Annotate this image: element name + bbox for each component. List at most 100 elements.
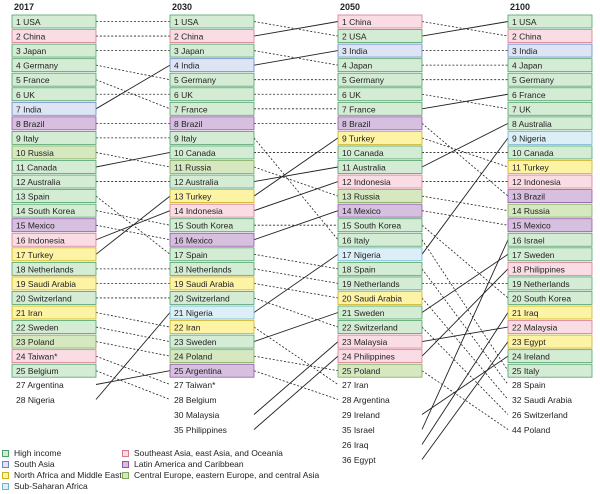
rank-label-2100-32-saudi-arabia: 32 Saudi Arabia [512,395,572,405]
rank-label-2030-19-saudi-arabia: 19 Saudi Arabia [174,279,234,289]
rank-box-2030-4-india [169,58,255,73]
rank-label-2030-20-switzerland: 20 Switzerland [174,293,230,303]
legend-item-sub-saharan: Sub-Saharan Africa [2,481,122,492]
rank-box-2050-22-switzerland [337,320,423,334]
connector-2030-2050-12 [253,137,339,197]
rank-label-2050-29-ireland: 29 Ireland [342,410,380,420]
rank-box-2030-17-spain [169,247,255,262]
rank-label-2100-13-brazil: 13 Brazil [512,192,545,202]
connector-2050-2100-13 [421,210,509,226]
rank-label-2050-21-sweden: 21 Sweden [342,308,385,318]
rank-label-2030-28-belgium: 28 Belgium [174,395,217,405]
rank-box-2017-19-saudi-arabia [11,276,97,291]
connector-2030-2050-26 [253,355,339,430]
rank-label-2017-17-turkey: 17 Turkey [16,250,54,260]
rank-label-2017-10-russia: 10 Russia [16,148,54,158]
legend: High income South Asia North Africa and … [2,448,598,494]
rank-label-2017-20-switzerland: 20 Switzerland [16,293,72,303]
rank-label-2030-17-spain: 17 Spain [174,250,208,260]
column-2050: 2050 1 China 2 USA 3 India 4 Japan 5 Germany 6… [337,2,423,465]
rank-label-2050-24-philippines: 24 Philippines [342,352,395,362]
rank-box-2017-15-mexico [11,218,97,233]
rank-label-2030-16-mexico: 16 Mexico [174,235,213,245]
rank-label-2017-11-canada: 11 Canada [16,163,57,173]
connector-2017-2030-9 [95,152,171,168]
rank-label-2030-3-japan: 3 Japan [174,46,205,56]
rank-box-2030-21-nigeria [169,305,255,320]
rank-label-2017-23-poland: 23 Poland [16,337,55,347]
connector-2050-2100-19 [421,297,509,400]
connector-2030-2050-8 [253,137,339,241]
rank-label-2030-1-usa: 1 USA [174,17,199,27]
rank-box-2030-8-brazil [169,116,255,131]
rank-box-2017-10-russia [11,145,97,160]
rank-box-2050-18-spain [337,261,423,276]
rank-label-2030-22-iran: 22 Iran [174,323,201,333]
rank-box-2017-20-switzerland [11,291,97,305]
rank-box-2100-4-japan [507,58,593,73]
swatch-north-africa [2,472,9,479]
rank-box-2030-7-france [169,101,255,116]
rank-label-2100-3-india: 3 India [512,46,538,56]
column-2030: 2030 1 USA 2 China 3 Japan 4 India 5 Germany 6… [169,2,255,435]
rank-label-2050-28-argentina: 28 Argentina [342,395,390,405]
connector-2017-2030-14 [95,224,171,241]
rank-label-2017-16-indonesia: 16 Indonesia [16,235,65,245]
rank-box-2030-16-mexico [169,232,255,247]
connector-2050-2100-7 [421,123,509,197]
rank-label-2017-21-iran: 21 Iran [16,308,43,318]
rank-label-2030-11-russia: 11 Russia [174,163,211,173]
rank-label-2100-28-spain: 28 Spain [512,380,546,390]
rank-label-2100-12-indonesia: 12 Indonesia [512,177,561,187]
connector-2050-2100-15 [421,239,509,371]
connector-2017-2030-24 [95,370,171,400]
rank-label-2100-18-philippines: 18 Philippines [512,264,565,274]
rank-label-2030-18-netherlands: 18 Netherlands [174,264,232,274]
connector-2030-2050-25 [253,341,339,415]
rank-label-2050-15-south-korea: 15 South Korea [342,221,401,231]
year-header-2050: 2050 [340,2,360,12]
rank-label-2017-24-taiwan: 24 Taiwan* [16,352,58,362]
rank-box-2030-13-turkey [169,189,255,204]
connector-2030-2050-20 [253,253,339,313]
rank-box-2050-2-usa [337,29,423,43]
rank-label-2050-22-switzerland: 22 Switzerland [342,323,398,333]
connector-2017-2030-23 [95,355,171,385]
connector-2030-2050-15 [253,210,339,241]
rank-label-2017-19-saudi-arabia: 19 Saudi Arabia [16,279,76,289]
connector-2017-2030-4 [95,79,171,110]
rank-label-2050-19-netherlands: 19 Netherlands [342,279,400,289]
rank-label-2030-6-uk: 6 UK [174,90,193,100]
connector-2017-2030-21 [95,326,171,342]
legend-item-central-europe: Central Europe, eastern Europe, and cent… [122,470,319,481]
rank-box-2017-23-poland [11,334,97,349]
year-header-2030: 2030 [172,2,192,12]
rank-label-2030-2-china: 2 China [174,32,204,42]
connector-2030-2050-1 [253,21,339,37]
connector-2017-2030-16 [95,195,171,255]
connector-2030-2050-21 [253,326,339,385]
rank-label-2050-1-china: 1 China [342,17,372,27]
swatch-southeast-asia [122,450,129,457]
connector-2030-2050-13 [253,181,339,212]
rank-label-2100-23-egypt: 23 Egypt [512,337,546,347]
rank-columns: 2017 1 USA 2 China 3 Japan 4 Germany 5 France… [11,2,593,465]
rank-label-2030-7-france: 7 France [174,104,208,114]
legend-column-left: High income South Asia North Africa and … [2,448,122,492]
rank-box-2030-3-japan [169,43,255,58]
rank-box-2030-15-south-korea [169,218,255,233]
rank-label-2030-5-germany: 5 Germany [174,75,217,85]
rank-label-2100-14-russia: 14 Russia [512,206,550,216]
rank-box-2030-25-argentina [169,363,255,378]
rank-box-2017-25-belgium [11,363,97,378]
rank-box-2050-7-france [337,101,423,116]
rank-label-2100-9-nigeria: 9 Nigeria [512,133,546,143]
rank-box-2050-20-saudi-arabia [337,291,423,305]
rank-box-2100-12-indonesia [507,174,593,189]
rank-label-2100-11-turkey: 11 Turkey [512,163,549,173]
rank-box-2050-10-canada [337,145,423,160]
connector-2050-2100-10 [421,122,509,168]
rank-box-2017-2-china [11,29,97,43]
connector-2050-2100-1 [421,21,509,37]
connector-2050-2100-6 [421,93,509,110]
